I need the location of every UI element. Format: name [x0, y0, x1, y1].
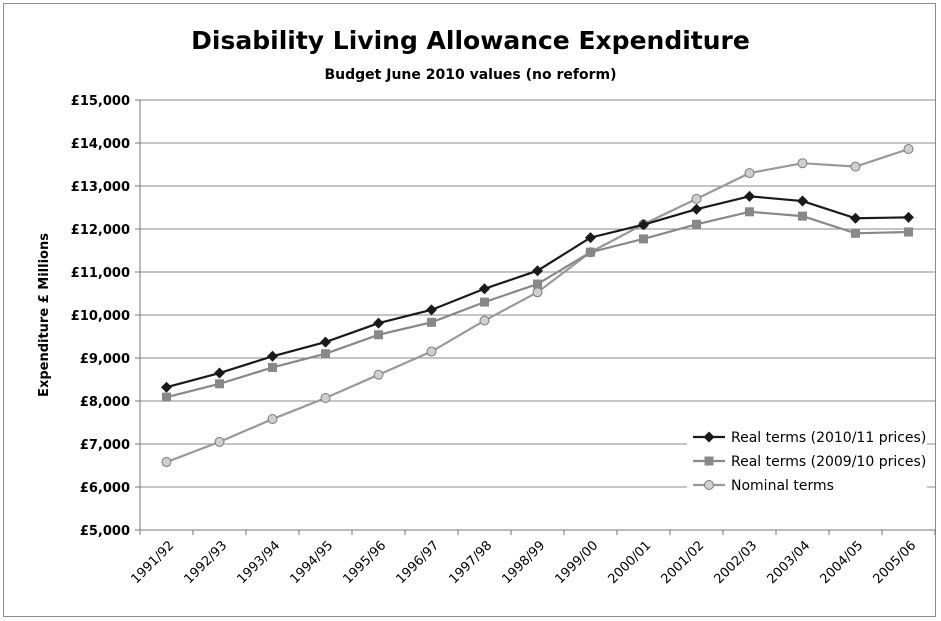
data-point [267, 350, 278, 362]
data-point [162, 392, 171, 402]
data-point [797, 158, 808, 169]
x-tick-label: 2004/05 [818, 538, 867, 587]
x-tick-label: 1991/92 [129, 538, 178, 587]
x-tick-label: 1995/96 [341, 538, 390, 587]
x-tick-label: 2005/06 [871, 538, 920, 587]
legend-bg [687, 426, 927, 448]
data-point [691, 193, 702, 204]
chart-subtitle: Budget June 2010 values (no reform) [324, 67, 617, 83]
x-tick-label: 1992/93 [182, 538, 231, 587]
x-tick-label: 1997/98 [447, 538, 496, 587]
x-tick-labels: 1991/92 1992/93 1993/94 1994/95 1995/96 1996/… [129, 538, 920, 587]
data-point [215, 379, 224, 389]
data-point [586, 247, 595, 257]
data-point [904, 227, 913, 237]
legend-item: Real terms (2010/11 prices) [687, 426, 927, 448]
data-point [373, 317, 384, 329]
series-line [166, 147, 909, 464]
x-tick-label: 1994/95 [288, 538, 337, 587]
y-tick-label: £8,000 [80, 395, 130, 410]
legend: Real terms (2010/11 prices) Real terms (2… [687, 426, 927, 496]
legend-label: Nominal terms [731, 478, 834, 494]
data-point [268, 362, 277, 372]
legend-marker [704, 456, 714, 466]
data-point [850, 212, 861, 224]
y-tick-label: £6,000 [80, 481, 130, 496]
data-point [214, 436, 225, 447]
data-point [744, 190, 755, 202]
y-tick-label: £7,000 [80, 438, 130, 453]
data-point [745, 207, 754, 217]
series-line [166, 210, 909, 399]
y-tick-label: £5,000 [80, 524, 130, 539]
data-point [585, 232, 596, 244]
series-layer [161, 144, 914, 468]
x-tick-label: 2003/04 [765, 538, 814, 587]
legend-item: Real terms (2009/10 prices) [687, 450, 927, 472]
y-tick-label: £12,000 [71, 223, 130, 238]
y-tick-label: £14,000 [71, 137, 130, 152]
data-point [639, 234, 648, 244]
x-tick-label: 2000/01 [606, 538, 655, 587]
data-point [373, 369, 384, 380]
data-point [426, 346, 437, 357]
x-tick-label: 1999/00 [553, 538, 602, 587]
data-point [797, 195, 808, 207]
data-point [161, 381, 172, 393]
data-point [427, 317, 436, 327]
data-point [320, 392, 331, 403]
data-point [532, 287, 543, 298]
data-point [426, 304, 437, 316]
x-tick-label: 2002/03 [712, 538, 761, 587]
legend-marker [704, 480, 714, 490]
data-point [798, 211, 807, 221]
data-point [692, 219, 701, 229]
y-tick-label: £9,000 [80, 352, 130, 367]
data-point [691, 203, 702, 215]
x-tick-label: 1998/99 [500, 538, 549, 587]
x-tick-label: 2001/02 [659, 538, 708, 587]
legend-item: Nominal terms [687, 474, 927, 496]
data-point [532, 265, 543, 277]
y-tick-label: £10,000 [71, 309, 130, 324]
series-square [162, 207, 913, 402]
data-point [479, 315, 490, 326]
data-point [638, 219, 649, 231]
data-point [321, 349, 330, 359]
data-point [903, 144, 914, 155]
data-point [267, 414, 278, 425]
data-point [533, 279, 542, 289]
data-point [850, 161, 861, 172]
data-point [480, 297, 489, 307]
data-point [320, 336, 331, 348]
chart-title: Disability Living Allowance Expenditure [191, 26, 750, 55]
chart-frame [3, 3, 936, 617]
data-point [214, 367, 225, 379]
data-point [161, 457, 172, 468]
legend-label: Real terms (2010/11 prices) [731, 430, 926, 446]
y-tick-labels: £5,000 £6,000 £7,000 £8,000 £9,000 £10,000 £11… [71, 94, 130, 539]
data-point [479, 283, 490, 295]
x-tick-label: 1996/97 [394, 538, 443, 587]
data-point [744, 168, 755, 179]
legend-bg [687, 474, 927, 496]
y-tick-label: £15,000 [71, 94, 130, 109]
data-point [903, 211, 914, 223]
legend-label: Real terms (2009/10 prices) [731, 454, 926, 470]
y-tick-label: £13,000 [71, 180, 130, 195]
legend-bg [687, 450, 927, 472]
x-tick-label: 1993/94 [235, 538, 284, 587]
y-axis-label: Expenditure £ Millions [37, 233, 52, 397]
series-diamond [161, 190, 914, 393]
legend-marker [703, 431, 715, 443]
y-tick-label: £11,000 [71, 266, 130, 281]
data-point [851, 228, 860, 238]
series-circle [161, 144, 914, 468]
data-point [374, 330, 383, 340]
